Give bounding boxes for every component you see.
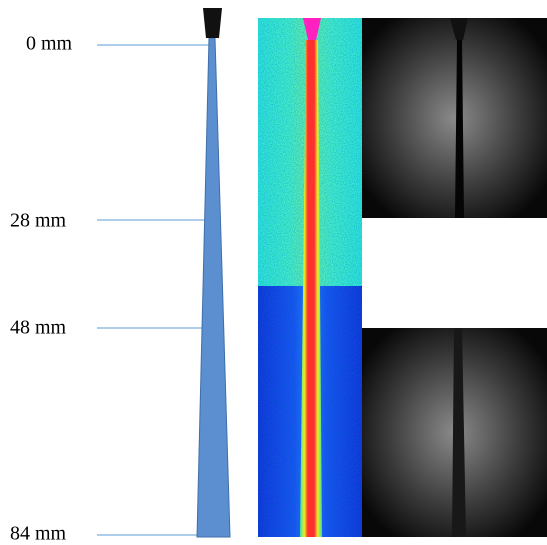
photo-bottom	[362, 328, 547, 537]
scale-lines	[97, 44, 210, 536]
nozzle	[203, 8, 222, 38]
spray-cone	[196, 37, 231, 538]
scale-label: 0 mm	[26, 33, 73, 55]
scale-label: 48 mm	[10, 317, 67, 339]
scale-label: 84 mm	[10, 523, 67, 545]
scale-labels: 0 mm 28 mm 48 mm 84 mm	[10, 33, 73, 545]
false-color-image	[258, 18, 362, 537]
photo-top	[362, 18, 547, 218]
scale-label: 28 mm	[10, 210, 67, 232]
